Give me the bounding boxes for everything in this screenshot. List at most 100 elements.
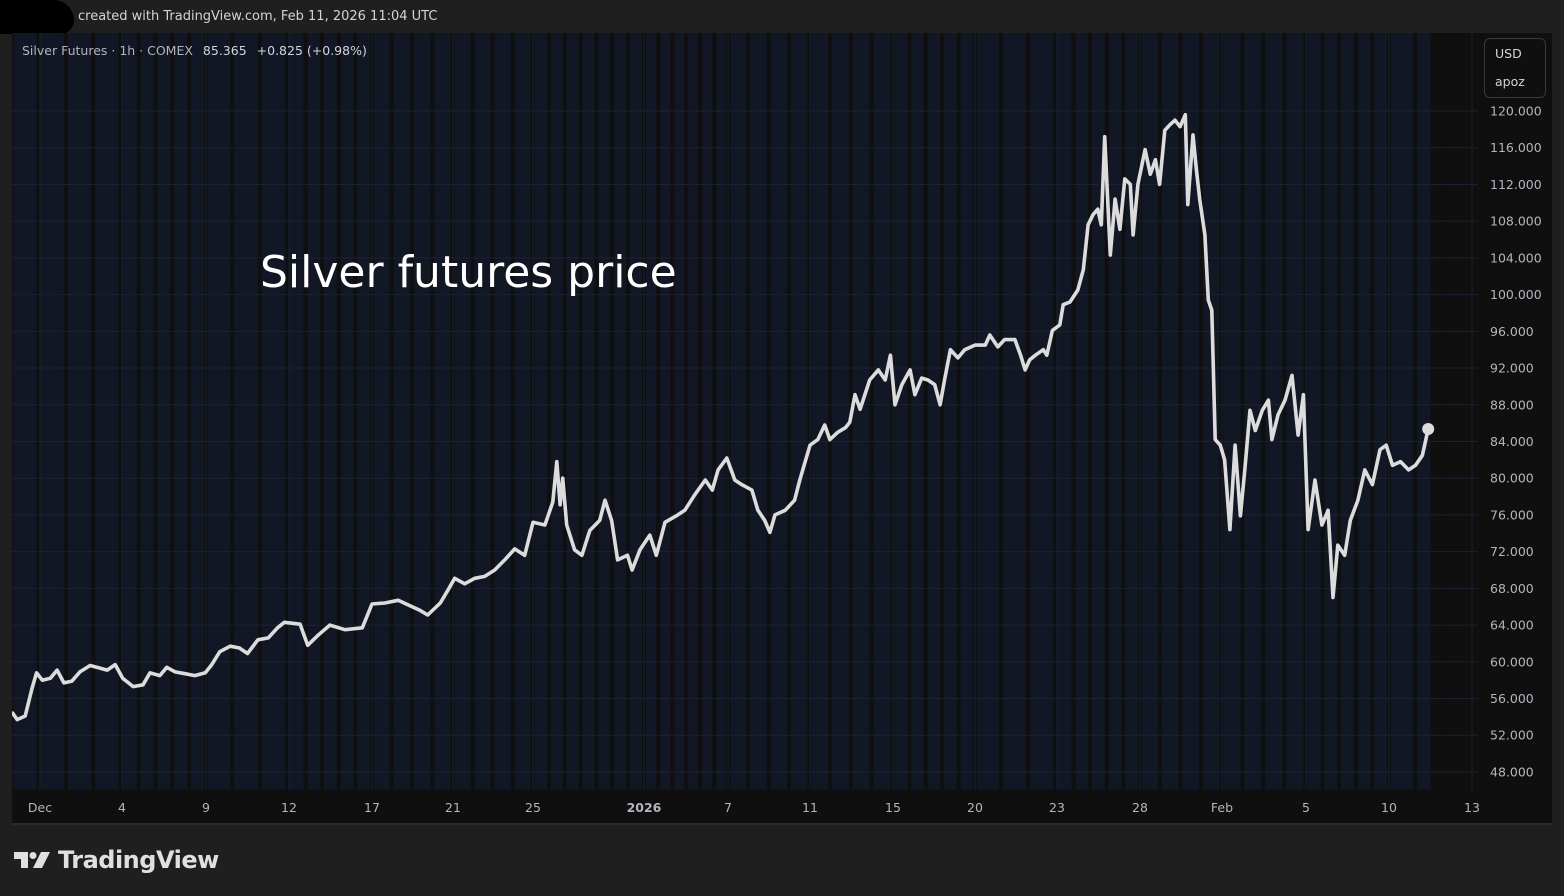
session-break [409, 33, 414, 790]
session-break [745, 33, 750, 790]
session-break [285, 33, 290, 790]
session-break [303, 33, 308, 790]
session-break [1053, 33, 1058, 790]
session-break [187, 33, 192, 790]
price-tick-label: 48.000 [1490, 764, 1534, 779]
time-tick-label: 13 [1464, 800, 1480, 815]
session-break [656, 33, 661, 790]
time-tick-label: 10 [1381, 800, 1397, 815]
session-break [807, 33, 812, 790]
session-break [1178, 33, 1183, 790]
tradingview-logo[interactable]: TradingView [14, 846, 219, 874]
session-break [940, 33, 945, 790]
price-tick-label: 112.000 [1490, 177, 1542, 192]
session-break [1282, 33, 1287, 790]
price-tick-label: 76.000 [1490, 507, 1534, 522]
session-break [450, 33, 455, 790]
session-break [1121, 33, 1126, 790]
session-break [1198, 33, 1203, 790]
session-break [670, 33, 675, 790]
time-tick-label: 25 [525, 800, 541, 815]
chart-panel[interactable]: 48.000 52.000 56.000 60.000 64.000 68.000 72.0… [12, 33, 1552, 825]
redacted-username [0, 0, 74, 34]
session-break [1370, 33, 1375, 790]
time-tick-label: 17 [364, 800, 380, 815]
session-break [1071, 33, 1076, 790]
symbol-info: Silver Futures · 1h · COMEX [22, 43, 193, 58]
session-break [1240, 33, 1245, 790]
session-break [698, 33, 703, 790]
time-tick-label: 2026 [627, 800, 662, 815]
session-break [153, 33, 158, 790]
session-break [118, 33, 123, 790]
unit-label: apoz [1495, 74, 1525, 89]
price-chart[interactable]: 48.000 52.000 56.000 60.000 64.000 68.000 72.0… [12, 33, 1552, 823]
session-break [684, 33, 689, 790]
session-break [828, 33, 833, 790]
session-break [1353, 33, 1358, 790]
currency-unit-button[interactable]: USD apoz [1484, 38, 1546, 98]
session-break [998, 33, 1003, 790]
session-break [712, 33, 717, 790]
time-tick-label: 23 [1049, 800, 1065, 815]
price-tick-label: 88.000 [1490, 397, 1534, 412]
price-tick-label: 92.000 [1490, 361, 1534, 376]
session-break [610, 33, 615, 790]
session-break [890, 33, 895, 790]
time-tick-label: 7 [724, 800, 732, 815]
tradingview-logo-text: TradingView [58, 846, 219, 874]
session-break [907, 33, 912, 790]
chart-annotation: Silver futures price [260, 247, 677, 298]
time-tick-label: 9 [202, 800, 210, 815]
last-price: 85.365 [202, 43, 247, 58]
session-break [336, 33, 341, 790]
price-tick-label: 72.000 [1490, 544, 1534, 559]
time-tick-label: 28 [1132, 800, 1148, 815]
time-tick-label: Dec [28, 800, 52, 815]
price-tick-label: 56.000 [1490, 691, 1534, 706]
session-break [1104, 33, 1109, 790]
session-break [1219, 33, 1224, 790]
session-break [1440, 33, 1445, 790]
session-break [923, 33, 928, 790]
session-break [1026, 33, 1031, 790]
session-break [1157, 33, 1162, 790]
time-tick-label: 20 [967, 800, 983, 815]
snapshot-header: created with TradingView.com, Feb 11, 20… [78, 9, 438, 24]
time-tick-label: 4 [118, 800, 126, 815]
time-tick-label: 15 [885, 800, 901, 815]
session-break [546, 33, 551, 790]
tradingview-logo-icon [14, 852, 50, 868]
session-break [766, 33, 771, 790]
session-break [1337, 33, 1342, 790]
session-break [1088, 33, 1093, 790]
session-break [136, 33, 141, 790]
price-tick-label: 96.000 [1490, 324, 1534, 339]
session-break [353, 33, 358, 790]
session-break [490, 33, 495, 790]
session-break [170, 33, 175, 790]
session-break [389, 33, 394, 790]
time-tick-label: 21 [445, 800, 461, 815]
price-tick-label: 116.000 [1490, 140, 1542, 155]
price-line [12, 112, 1430, 722]
price-tick-label: 64.000 [1490, 618, 1534, 633]
price-tick-label: 108.000 [1490, 214, 1542, 229]
session-break [320, 33, 325, 790]
session-break [63, 33, 68, 790]
session-break [956, 33, 961, 790]
session-break [91, 33, 96, 790]
session-break [626, 33, 631, 790]
price-tick-label: 80.000 [1490, 471, 1534, 486]
session-break [510, 33, 515, 790]
session-break [12, 33, 14, 790]
time-tick-label: 12 [281, 800, 297, 815]
last-price-marker [1422, 422, 1435, 435]
symbol-legend: Silver Futures · 1h · COMEX 85.365 +0.82… [22, 43, 367, 58]
price-tick-label: 60.000 [1490, 654, 1534, 669]
session-background [12, 33, 1431, 790]
session-break [786, 33, 791, 790]
price-tick-label: 68.000 [1490, 581, 1534, 596]
price-tick-label: 52.000 [1490, 728, 1534, 743]
time-tick-label: Feb [1211, 800, 1233, 815]
